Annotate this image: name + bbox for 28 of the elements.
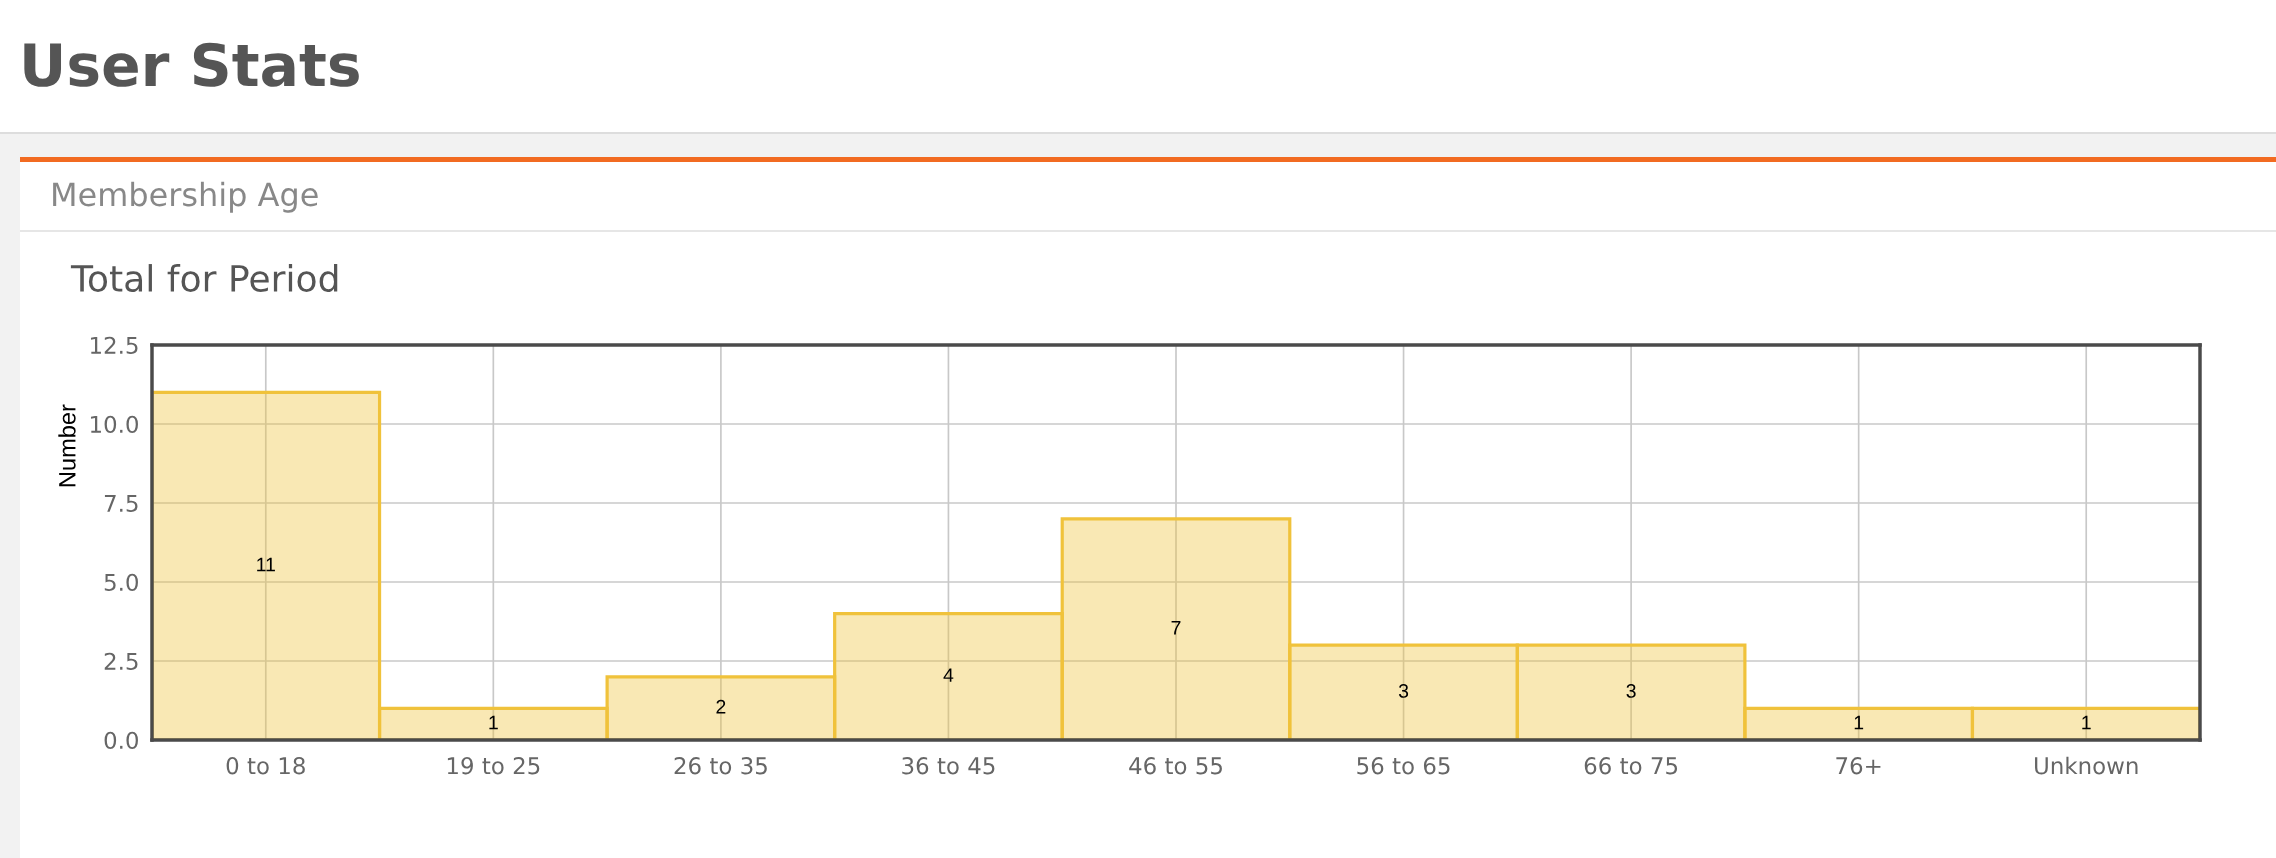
x-tick-label: 46 to 55 — [1129, 757, 1222, 775]
y-tick-label: 0.0 — [104, 731, 138, 750]
data-label: 11 — [257, 557, 275, 572]
y-tick-label: 7.5 — [104, 495, 138, 513]
x-tick-label: Unknown — [2035, 756, 2138, 775]
x-tick-label: 56 to 65 — [1357, 757, 1450, 775]
chart-subtitle: Membership Age — [53, 181, 318, 213]
y-tick-label: 12.5 — [90, 336, 138, 355]
data-label: 4 — [943, 668, 954, 682]
data-label: 7 — [1171, 621, 1181, 635]
x-tick-label: 66 to 75 — [1584, 757, 1678, 775]
data-label: 1 — [1854, 715, 1864, 730]
y-tick-label: 10.0 — [90, 415, 138, 434]
x-tick-label: 19 to 25 — [447, 757, 540, 775]
data-label: 1 — [489, 715, 498, 730]
x-tick-label: 0 to 18 — [226, 757, 305, 775]
text: Total for Period — [70, 264, 338, 293]
data-label: 2 — [716, 699, 726, 714]
y-tick-label: 2.5 — [104, 652, 138, 671]
y-tick-label: 5.0 — [104, 573, 138, 592]
chart-title: User Stats — [24, 42, 359, 87]
data-label: 1 — [2082, 715, 2091, 730]
data-label: 3 — [1626, 684, 1636, 698]
x-tick-label: 76+ — [1836, 757, 1881, 775]
x-tick-label: 36 to 45 — [902, 757, 995, 775]
y-axis-title: Number — [58, 404, 76, 487]
data-label: 3 — [1398, 684, 1409, 698]
x-tick-label: 26 to 35 — [674, 757, 767, 775]
